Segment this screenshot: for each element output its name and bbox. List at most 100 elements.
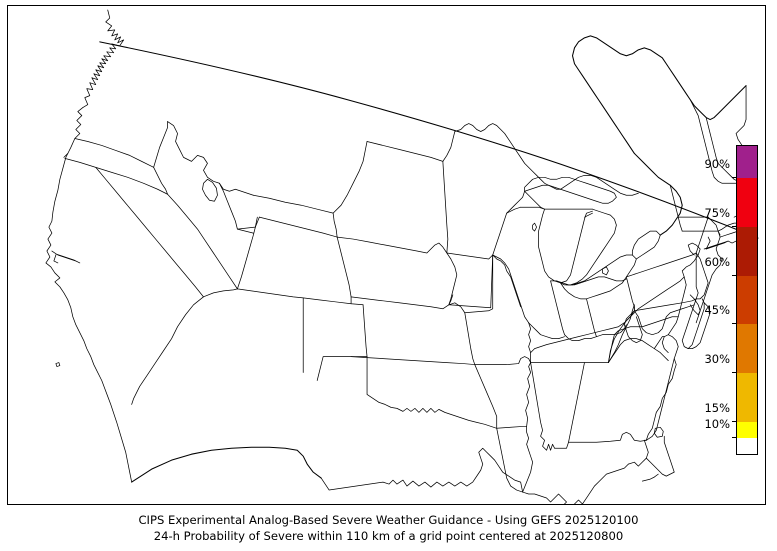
colorbar-label-10: 10% xyxy=(704,416,730,431)
state-border-nc-va xyxy=(608,276,685,363)
lake-erie xyxy=(560,254,637,300)
national-border-mexico xyxy=(131,446,322,483)
state-border-sd-ne xyxy=(336,236,452,260)
coastline-southeast xyxy=(645,358,677,441)
state-border-mn-wi xyxy=(492,190,526,256)
colorbar-label-15: 15% xyxy=(704,400,730,415)
state-border-ut-az xyxy=(237,288,304,299)
state-border-wi-il-west xyxy=(506,206,522,214)
state-border-wa-or xyxy=(74,138,154,168)
state-border-id-mt xyxy=(167,121,254,196)
state-border-wv-oh xyxy=(623,310,643,344)
state-border-mo-il xyxy=(492,254,529,324)
state-border-mt-wy xyxy=(252,194,334,214)
state-border-sc-nc xyxy=(608,316,679,363)
state-border-ut-wy xyxy=(237,216,260,234)
state-border-ia-il xyxy=(492,254,522,308)
state-border-ky-mo xyxy=(528,322,531,353)
caption-line-1: CIPS Experimental Analog-Based Severe We… xyxy=(138,513,639,527)
lake-st-clair xyxy=(602,266,609,276)
colorbar-label-75: 75% xyxy=(704,206,730,221)
coastline-texas-gulf xyxy=(320,447,524,493)
state-border-la-ar xyxy=(496,425,528,429)
coastline-louisiana xyxy=(522,463,629,504)
coastline-florida-south xyxy=(645,435,675,477)
colorbar-tick-30 xyxy=(732,371,737,373)
coastline-carolinas xyxy=(667,242,701,336)
state-border-va-wv xyxy=(633,304,695,336)
coastline-long-island xyxy=(703,240,729,250)
colorbar-tick-60 xyxy=(732,274,737,276)
lake-okeechobee xyxy=(653,426,664,438)
state-border-ma-ct xyxy=(681,230,721,236)
colorbar-band-gold xyxy=(737,372,757,422)
state-border-mt-nd xyxy=(332,141,368,214)
lake-michigan-strait xyxy=(584,212,593,218)
lake-winnebago xyxy=(532,222,537,232)
channel-islands xyxy=(55,362,61,367)
map-panel[interactable] xyxy=(7,5,766,505)
colorbar-band-dark-orange xyxy=(737,275,757,325)
state-border-mo-ne xyxy=(448,294,454,306)
state-border-ms-al xyxy=(530,362,555,451)
state-border-pa-oh xyxy=(625,276,635,312)
coastline-washington xyxy=(74,107,84,139)
state-border-ia-mn xyxy=(446,252,494,260)
florida-keys xyxy=(641,473,659,482)
state-border-ny-pa xyxy=(625,252,697,278)
colorbar-label-30: 30% xyxy=(704,351,730,366)
colorbar-tick-15 xyxy=(732,420,737,422)
state-border-nd-mn xyxy=(442,131,456,162)
national-border-northeast xyxy=(571,35,747,236)
state-border-mo-ia-line xyxy=(464,254,494,314)
state-border-or-id xyxy=(153,166,168,195)
state-border-la-ms xyxy=(522,425,533,493)
colorbar-tick-90 xyxy=(732,177,737,179)
state-border-ga-sc xyxy=(608,336,669,363)
state-border-oh-ky xyxy=(596,324,627,338)
coastline-san-francisco-bay xyxy=(51,250,81,264)
state-border-me-nh xyxy=(705,117,743,182)
state-border-ok-tx xyxy=(366,356,498,429)
state-border-wa-id xyxy=(153,121,168,168)
figure-caption: CIPS Experimental Analog-Based Severe We… xyxy=(0,512,777,544)
colorbar-tick-10 xyxy=(732,436,737,438)
state-border-il-wi xyxy=(520,206,545,210)
probability-colorbar[interactable]: 90% 75% 60% 45% 30% 15% 10% xyxy=(704,145,758,455)
state-border-mo-ia xyxy=(448,254,494,309)
colorbar-label-90: 90% xyxy=(704,157,730,172)
state-border-tn-ky xyxy=(530,304,635,363)
caption-line-2: 24-h Probability of Severe within 110 km… xyxy=(153,529,624,543)
state-border-ok-ar xyxy=(474,364,498,429)
great-salt-lake xyxy=(202,178,218,202)
coastline-puget-sound xyxy=(82,9,125,108)
state-border-co-nm xyxy=(302,297,364,306)
state-border-nh-vt xyxy=(689,99,743,184)
state-border-co-ks xyxy=(336,236,352,305)
state-border-al-ga xyxy=(554,362,585,449)
colorbar-band-orange xyxy=(737,324,757,373)
lake-ontario xyxy=(631,230,661,260)
canada-lake-shore xyxy=(560,174,639,196)
state-border-or-south xyxy=(63,153,168,195)
state-border-oh-in xyxy=(586,298,597,338)
state-border-wi-mi xyxy=(524,190,593,210)
state-border-ks-mo xyxy=(464,312,476,365)
state-border-in-il xyxy=(550,280,597,342)
national-border-north xyxy=(99,41,759,239)
colorbar-band-yellow xyxy=(737,421,757,438)
state-border-sd-mn xyxy=(442,161,449,254)
coastline-west xyxy=(45,138,133,483)
state-border-nd-sd xyxy=(366,141,444,162)
state-border-mn-canada xyxy=(454,123,561,190)
state-border-vt-ny xyxy=(669,184,683,232)
state-border-ne-ia xyxy=(448,258,458,306)
us-map xyxy=(45,9,759,504)
coastline-florida xyxy=(645,334,679,441)
state-border-ga-fl xyxy=(568,431,647,443)
state-border-nm-tx xyxy=(316,304,368,381)
state-border-ca-az xyxy=(131,296,204,405)
lake-huron xyxy=(560,208,617,286)
state-border-ar-ms xyxy=(525,362,531,427)
colorbar-label-45: 45% xyxy=(704,303,730,318)
